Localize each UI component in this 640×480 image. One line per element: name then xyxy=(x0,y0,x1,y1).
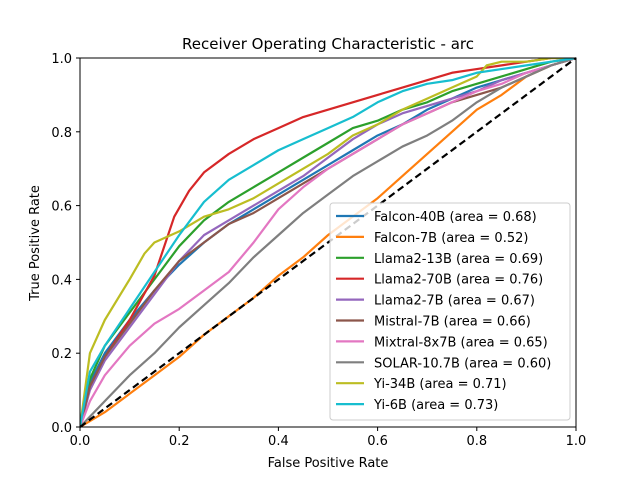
legend: Falcon-40B (area = 0.68) Falcon-7B (area … xyxy=(329,202,571,421)
chart-title: Receiver Operating Characteristic - arc xyxy=(182,35,474,53)
y-tick-label: 0.6 xyxy=(51,200,72,215)
diagonal-reference-line xyxy=(79,57,577,428)
x-tick-label: 1.0 xyxy=(566,434,587,449)
y-tick-label: 0.4 xyxy=(51,273,72,288)
series-line-mistral-7b xyxy=(80,58,576,427)
x-axis-label: False Positive Rate xyxy=(268,456,389,471)
legend-label: Falcon-7B (area = 0.52) xyxy=(374,231,528,246)
x-tick-label: 0.4 xyxy=(268,434,289,449)
legend-label: Mistral-7B (area = 0.66) xyxy=(374,315,531,330)
x-tick-label: 0.8 xyxy=(466,434,487,449)
legend-label: Falcon-40B (area = 0.68) xyxy=(374,210,537,225)
plot-frame xyxy=(79,57,577,428)
y-tick-label: 0.0 xyxy=(51,421,72,436)
y-tick-label: 0.8 xyxy=(51,126,72,141)
x-tick-label: 0.2 xyxy=(169,434,190,449)
legend-label: Yi-6B (area = 0.73) xyxy=(373,398,498,413)
series-lines xyxy=(80,58,576,427)
legend-label: Llama2-7B (area = 0.67) xyxy=(374,294,535,309)
y-tick-label: 0.2 xyxy=(51,347,72,362)
series-line-yi-6b xyxy=(80,58,576,427)
legend-label: Llama2-13B (area = 0.69) xyxy=(374,252,543,267)
x-tick-label: 0.6 xyxy=(367,434,388,449)
x-tick-label: 0.0 xyxy=(70,434,91,449)
legend-label: SOLAR-10.7B (area = 0.60) xyxy=(374,356,551,371)
series-line-solar-10.7b xyxy=(80,58,576,427)
legend-label: Yi-34B (area = 0.71) xyxy=(373,377,507,392)
series-line-yi-34b xyxy=(80,58,576,427)
series-line-falcon-40b xyxy=(80,58,576,427)
series-line-falcon-7b xyxy=(80,58,576,427)
legend-box xyxy=(329,202,571,421)
series-line-mixtral-8x7b xyxy=(80,58,576,427)
series-line-llama2-7b xyxy=(80,58,576,427)
legend-label: Llama2-70B (area = 0.76) xyxy=(374,273,543,288)
legend-label: Mixtral-8x7B (area = 0.65) xyxy=(374,335,548,350)
y-tick-label: 1.0 xyxy=(51,52,72,67)
y-axis-label: True Positive Rate xyxy=(28,185,43,302)
